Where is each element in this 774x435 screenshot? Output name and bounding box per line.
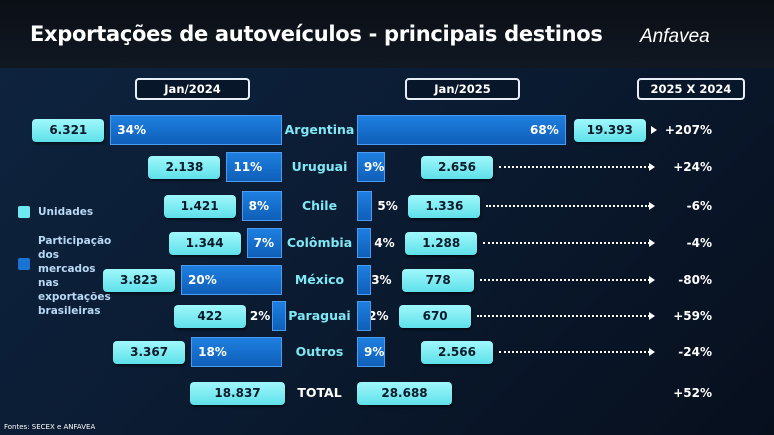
share-2025: 68% xyxy=(530,123,559,137)
arrow-icon xyxy=(499,348,655,356)
share-2025: 9% xyxy=(364,160,385,174)
header-jan-2025: Jan/2025 xyxy=(405,78,520,100)
share-2024: 20% xyxy=(188,273,217,287)
share-2025: 3% xyxy=(371,273,392,287)
total-label: TOTAL xyxy=(297,385,342,400)
country-label: Chile xyxy=(301,198,338,213)
legend-units-label: Unidades xyxy=(38,206,94,218)
bar-2025: 9% xyxy=(357,152,385,182)
country-label: Colômbia xyxy=(286,235,353,250)
country-label: Uruguai xyxy=(291,159,348,174)
bar-2025 xyxy=(357,191,373,221)
arrow-icon xyxy=(477,312,655,320)
row-5: 2% 422 Paraguai 2% 670 +59% xyxy=(0,301,774,331)
header-change: 2025 X 2024 xyxy=(637,78,745,100)
change-value: -6% xyxy=(686,199,712,213)
change-value: +24% xyxy=(673,160,712,174)
total-change: +52% xyxy=(673,386,712,400)
header-jan-2024: Jan/2024 xyxy=(135,78,250,100)
bar-2025: 68% xyxy=(357,115,566,145)
bar-2025 xyxy=(357,265,371,295)
bar-2024: 11% xyxy=(226,152,282,182)
total-2024: 18.837 xyxy=(190,382,285,405)
units-2025: 2.566 xyxy=(421,341,493,364)
units-2025: 670 xyxy=(399,305,472,328)
row-1: 11% 2.138 Uruguai 9% 2.656 +24% xyxy=(0,152,774,182)
bar-2024: 8% xyxy=(241,191,282,221)
units-2024: 3.823 xyxy=(103,269,175,292)
change-value: +59% xyxy=(673,309,712,323)
bar-2025: 9% xyxy=(357,337,385,367)
share-2024: 11% xyxy=(233,160,263,174)
share-2024: 18% xyxy=(198,345,227,359)
bar-2024: 18% xyxy=(191,337,282,367)
row-6: 18% 3.367 Outros 9% 2.566 -24% xyxy=(0,337,774,367)
row-0: 34% 6.321 Argentina 68% 19.393 +207% xyxy=(0,115,774,145)
bar-2024 xyxy=(271,301,286,331)
legend-share-label: Participação dos mercados nas exportaçõe… xyxy=(38,235,112,317)
units-2024: 422 xyxy=(173,305,246,328)
share-2025: 9% xyxy=(364,345,385,359)
country-label: Outros xyxy=(295,344,344,359)
row-3: 7% 1.344 Colômbia 4% 1.288 -4% xyxy=(0,228,774,258)
source-note: Fontes: SECEX e ANFAVEA xyxy=(4,423,96,431)
change-value: -4% xyxy=(686,236,712,250)
units-2025: 19.393 xyxy=(573,119,646,142)
total-2025: 28.688 xyxy=(357,382,452,405)
units-2024: 1.421 xyxy=(163,195,236,218)
country-label: Argentina xyxy=(284,122,355,137)
change-value: -80% xyxy=(678,273,712,287)
units-2025: 2.656 xyxy=(421,156,493,179)
title-bar xyxy=(0,0,774,68)
change-value: +207% xyxy=(664,123,712,137)
total-row: 18.837 TOTAL 28.688 +52% xyxy=(0,378,774,408)
bar-2025 xyxy=(357,228,371,258)
arrow-icon xyxy=(483,239,655,247)
units-2024: 3.367 xyxy=(113,341,186,364)
share-2025: 4% xyxy=(374,236,395,250)
share-2025: 2% xyxy=(368,309,389,323)
legend-units-swatch xyxy=(18,206,30,218)
legend-share: Participação dos mercados nas exportaçõe… xyxy=(18,234,118,318)
bar-2024: 34% xyxy=(110,115,282,145)
bar-2025 xyxy=(357,301,371,331)
units-2024: 6.321 xyxy=(32,119,105,142)
bar-2024: 7% xyxy=(246,228,282,258)
units-2024: 1.344 xyxy=(168,232,241,255)
units-2025: 1.336 xyxy=(408,195,481,218)
share-2024: 34% xyxy=(117,123,147,137)
row-2: 8% 1.421 Chile 5% 1.336 -6% xyxy=(0,191,774,221)
country-label: México xyxy=(294,272,345,287)
anfavea-logo: Anfavea xyxy=(640,26,710,47)
arrow-icon xyxy=(499,163,655,171)
share-2024: 7% xyxy=(253,236,275,250)
arrow-icon xyxy=(480,276,655,284)
bar-2024: 20% xyxy=(181,265,282,295)
units-2025: 1.288 xyxy=(405,232,478,255)
share-2024: 2% xyxy=(249,309,271,323)
units-2024: 2.138 xyxy=(148,156,221,179)
arrow-icon xyxy=(486,202,655,210)
country-label: Paraguai xyxy=(288,308,351,323)
page-title: Exportações de autoveículos - principais… xyxy=(30,22,603,46)
share-2024: 8% xyxy=(248,199,269,213)
share-2025: 5% xyxy=(377,199,398,213)
legend-units: Unidades xyxy=(18,205,93,219)
row-4: 20% 3.823 México 3% 778 -80% xyxy=(0,265,774,295)
units-2025: 778 xyxy=(402,269,475,292)
legend-share-swatch xyxy=(18,258,30,270)
change-value: -24% xyxy=(678,345,712,359)
